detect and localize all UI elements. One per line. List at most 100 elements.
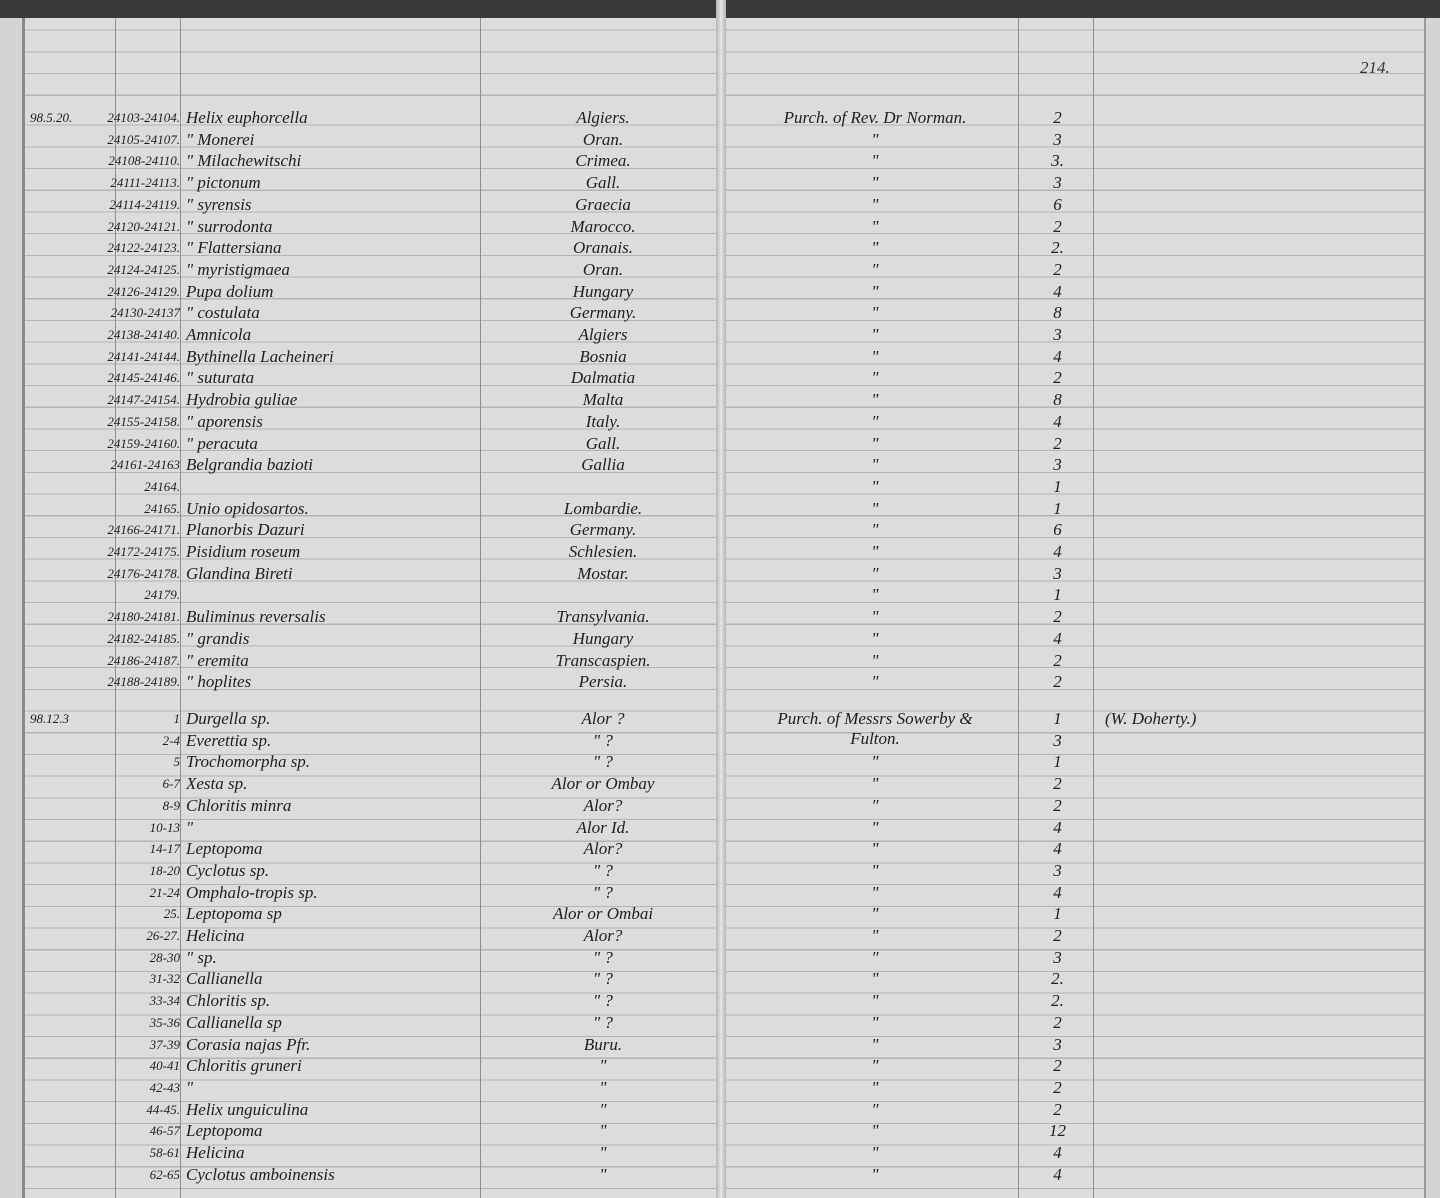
- entry-count: 2: [1053, 259, 1062, 279]
- entry-source: ": [871, 585, 879, 605]
- entry-locality: Gall.: [585, 433, 621, 453]
- entry-reg: 31-32: [149, 971, 180, 987]
- entry-count: 12: [1049, 1121, 1066, 1141]
- entry-name: Cyclotus amboinensis: [186, 1164, 335, 1184]
- entry-locality: Malta: [582, 390, 624, 410]
- entry-name: " surrodonta: [186, 216, 273, 236]
- entry-reg: 46-57: [149, 1123, 180, 1139]
- column-rule: [115, 18, 116, 1198]
- entry-reg: 24164.: [144, 478, 180, 494]
- entry-name: ": [186, 817, 194, 837]
- entry-name: Belgrandia bazioti: [186, 455, 314, 475]
- entry-source: ": [871, 411, 879, 431]
- entry-locality: Oranais.: [573, 238, 633, 258]
- entry-locality: Oran.: [582, 129, 624, 149]
- entry-reg: 33-34: [149, 993, 180, 1009]
- entry-count: 2: [1053, 1077, 1062, 1097]
- entry-name: Buliminus reversalis: [186, 607, 326, 627]
- entry-name: Callianella sp: [186, 1012, 282, 1032]
- entry-locality: ": [599, 1056, 607, 1076]
- entry-reg: 62-65: [149, 1166, 180, 1182]
- entry-source: ": [871, 216, 879, 236]
- entry-source: ": [871, 303, 879, 323]
- entry-name: Cyclotus sp.: [186, 860, 270, 880]
- entry-name: Helicina: [186, 1143, 245, 1163]
- entry-source: ": [871, 947, 879, 967]
- entry-name: " peracuta: [186, 433, 258, 453]
- entry-name: " Milachewitschi: [186, 151, 302, 171]
- entry-locality: ": [599, 1164, 607, 1184]
- entry-count: 2.: [1051, 969, 1064, 989]
- entry-count: 2: [1053, 433, 1062, 453]
- entry-count: 3: [1053, 1034, 1062, 1054]
- entry-source: ": [871, 882, 879, 902]
- entry-reg: 2-4: [162, 732, 180, 748]
- entry-name: Helicina: [186, 926, 245, 946]
- entry-name: Leptopoma: [186, 1121, 263, 1141]
- entry-locality: Schlesien.: [568, 542, 638, 561]
- entry-reg: 24180-24181.: [107, 609, 180, 625]
- entry-locality: Transylvania.: [556, 607, 650, 627]
- entry-count: 1: [1053, 709, 1062, 729]
- entry-count: 3: [1053, 860, 1062, 880]
- entry-name: Pupa dolium: [186, 281, 274, 301]
- entry-reg: 24120-24121.: [107, 218, 180, 234]
- entry-count: 4: [1053, 839, 1062, 859]
- entry-source: ": [871, 346, 879, 366]
- entry-name: " myristigmaea: [186, 259, 290, 279]
- entry-count: 1: [1053, 476, 1062, 496]
- entry-locality: Crimea.: [575, 151, 631, 171]
- entry-count: 4: [1053, 628, 1062, 648]
- entry-locality: Alor Id.: [576, 817, 630, 837]
- entry-reg: 24141-24144.: [107, 348, 180, 364]
- entry-locality: Oran.: [582, 259, 624, 279]
- entry-source: ": [871, 607, 879, 627]
- entry-name: Helix unguiculina: [186, 1099, 309, 1119]
- entry-count: 3: [1053, 947, 1062, 967]
- entry-count: 2: [1053, 607, 1062, 627]
- entry-count: 2: [1053, 368, 1062, 388]
- column-rule: [1093, 18, 1094, 1198]
- entry-name: ": [186, 1077, 194, 1097]
- entry-source: ": [871, 1121, 879, 1141]
- entry-locality: Gall.: [585, 173, 621, 193]
- entry-locality: " ?: [593, 969, 613, 989]
- entry-name: " sp.: [186, 947, 217, 967]
- entry-source: ": [871, 774, 879, 794]
- entry-locality: Alor ?: [581, 709, 625, 729]
- entry-locality: Algiers.: [576, 108, 630, 127]
- entry-count: 2.: [1051, 991, 1064, 1011]
- entry-source: ": [871, 1012, 879, 1032]
- entry-count: 2: [1053, 650, 1062, 670]
- entry-source: ": [871, 1099, 879, 1119]
- entry-reg: 24166-24171.: [107, 522, 180, 538]
- entry-locality: Alor?: [583, 795, 623, 815]
- entry-count: 3: [1053, 730, 1062, 750]
- entry-locality: Hungary: [572, 628, 634, 648]
- entry-name: Trochomorpha sp.: [186, 752, 311, 772]
- entry-count: 2: [1053, 108, 1062, 127]
- entry-source: ": [871, 817, 879, 837]
- entry-locality: " ?: [593, 752, 613, 772]
- entry-reg: 28-30: [149, 949, 180, 965]
- entry-name: Pisidium roseum: [186, 542, 301, 561]
- entry-source: ": [871, 542, 879, 561]
- entry-count: 2.: [1051, 238, 1064, 258]
- entry-reg: 24188-24189.: [107, 674, 180, 690]
- entry-reg: 24103-24104.: [107, 110, 180, 125]
- entry-source: ": [871, 991, 879, 1011]
- entry-locality: Buru.: [583, 1034, 623, 1054]
- entry-name: Xesta sp.: [186, 774, 248, 794]
- entry-reg: 24165.: [144, 500, 180, 516]
- entry-source: ": [871, 650, 879, 670]
- entry-source: ": [871, 238, 879, 258]
- entry-locality: Bosnia: [579, 346, 627, 366]
- entry-locality: Alor?: [583, 839, 623, 859]
- page-number: 214.: [1360, 58, 1390, 77]
- entry-date: 98.5.20.: [30, 110, 73, 125]
- entry-reg: 24159-24160.: [107, 435, 180, 451]
- entry-locality: " ?: [593, 860, 613, 880]
- left-page: [22, 18, 723, 1198]
- entry-name: Corasia najas Pfr.: [186, 1034, 311, 1054]
